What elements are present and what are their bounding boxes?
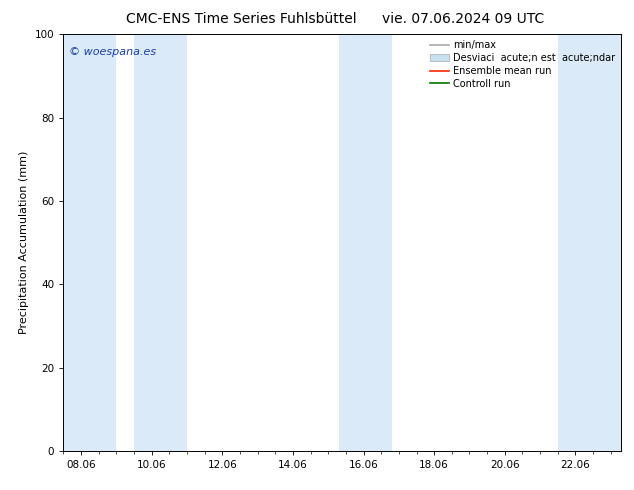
Bar	[339, 34, 392, 451]
Text: vie. 07.06.2024 09 UTC: vie. 07.06.2024 09 UTC	[382, 12, 544, 26]
Text: CMC-ENS Time Series Fuhlsbüttel: CMC-ENS Time Series Fuhlsbüttel	[126, 12, 356, 26]
Bar	[63, 34, 117, 451]
Legend: min/max, Desviaci  acute;n est  acute;ndar, Ensemble mean run, Controll run: min/max, Desviaci acute;n est acute;ndar…	[426, 36, 619, 93]
Text: © woespana.es: © woespana.es	[69, 47, 156, 57]
Bar	[558, 34, 621, 451]
Y-axis label: Precipitation Accumulation (mm): Precipitation Accumulation (mm)	[19, 151, 29, 334]
Bar	[134, 34, 187, 451]
